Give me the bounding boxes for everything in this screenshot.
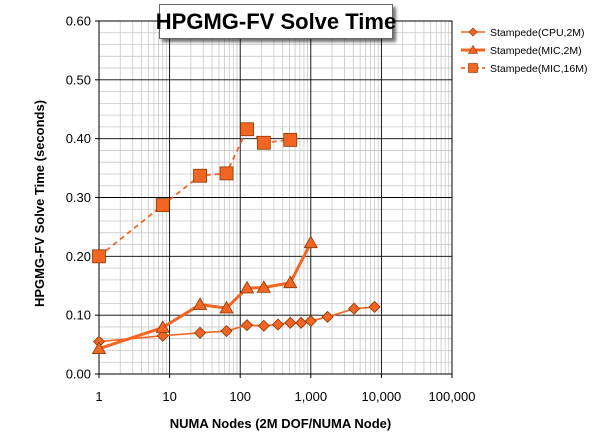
legend-label: Stampede(CPU,2M) [490, 27, 585, 39]
data-point-diamond [295, 316, 308, 329]
data-point-triangle [239, 280, 255, 294]
y-tick-label: 0.00 [66, 367, 91, 382]
data-point-square [155, 198, 170, 213]
data-point-square [240, 122, 254, 137]
data-point-diamond [240, 319, 254, 332]
data-point-diamond [321, 310, 334, 323]
data-point-diamond [193, 326, 207, 339]
x-axis-title: NUMA Nodes (2M DOF/NUMA Node) [170, 416, 391, 431]
data-point-triangle [155, 320, 170, 333]
data-point-triangle [91, 341, 107, 354]
legend-marker-diamond [468, 27, 478, 37]
data-point-diamond [368, 300, 381, 313]
x-tick-label: 100 [229, 389, 251, 404]
data-point-square [92, 249, 106, 264]
y-tick-label: 0.10 [66, 308, 91, 323]
y-tick-label: 0.40 [66, 131, 91, 146]
data-point-triangle [219, 300, 234, 314]
legend-label: Stampede(MIC,16M) [490, 63, 587, 75]
series-layer [91, 122, 381, 354]
data-point-square [283, 132, 298, 147]
legend-entry: Stampede(MIC,2M) [461, 45, 582, 57]
data-point-triangle [283, 275, 298, 289]
x-tick-label: 1 [95, 389, 102, 404]
chart-title: HPGMG-FV Solve Time [155, 8, 397, 34]
y-tick-label: 0.20 [66, 249, 91, 264]
data-point-diamond [304, 314, 317, 328]
data-point-diamond [284, 316, 297, 329]
data-point-diamond [347, 302, 361, 315]
legend-entry: Stampede(CPU,2M) [461, 27, 585, 39]
data-point-square [193, 168, 207, 183]
legend: Stampede(CPU,2M) Stampede(MIC,2M) Stampede… [461, 27, 587, 75]
x-tick-label: 100,000 [429, 389, 476, 404]
legend-label: Stampede(MIC,2M) [490, 45, 582, 57]
y-tick-label: 0.50 [66, 72, 91, 87]
x-tick-label: 10 [162, 389, 176, 404]
y-tick-label: 0.60 [66, 14, 91, 29]
data-point-square [219, 166, 234, 181]
data-point-diamond [220, 324, 233, 338]
legend-marker-triangle [467, 44, 479, 54]
y-axis-tick-labels: 0.00 0.10 0.20 0.30 0.40 0.50 0.60 [66, 14, 91, 382]
x-tick-label: 1,000 [295, 389, 328, 404]
y-tick-label: 0.30 [66, 190, 91, 205]
data-point-diamond [257, 319, 270, 332]
y-axis-title: HPGMG-FV Solve Time (seconds) [32, 100, 47, 307]
data-point-diamond [271, 318, 285, 331]
legend-entry: Stampede(MIC,16M) [461, 63, 587, 75]
series-triangle [91, 235, 318, 354]
data-point-diamond [156, 329, 169, 342]
series-diamond [92, 300, 381, 348]
data-point-triangle [192, 297, 208, 310]
data-point-square [256, 135, 271, 150]
data-point-triangle [256, 280, 272, 293]
chart-title-box: HPGMG-FV Solve Time [155, 4, 397, 39]
x-tick-label: 10,000 [362, 389, 402, 404]
data-point-triangle [303, 235, 318, 249]
x-axis-tick-labels: 1 10 100 1,000 10,000 100,000 [95, 389, 475, 404]
series-square [92, 122, 298, 264]
legend-marker-square [468, 63, 478, 73]
